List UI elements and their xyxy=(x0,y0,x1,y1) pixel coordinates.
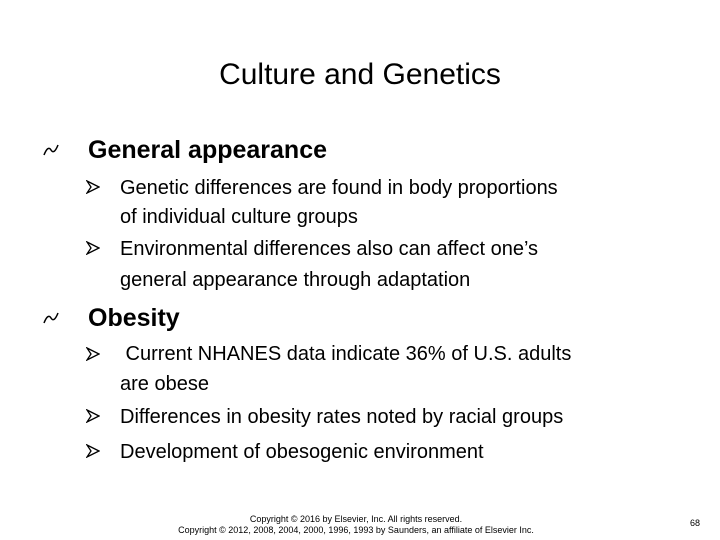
section-bullet xyxy=(43,312,59,324)
bullet-line: of individual culture groups xyxy=(120,206,358,228)
arrow-bullet xyxy=(86,241,100,255)
arrow-bullet xyxy=(86,347,100,361)
bullet-line: Differences in obesity rates noted by ra… xyxy=(120,406,564,428)
arrow-bullet xyxy=(86,180,100,194)
arrow-bullet xyxy=(86,409,100,423)
page-number: 68 xyxy=(690,518,701,528)
bullet-line: Genetic differences are found in body pr… xyxy=(120,177,558,199)
slide-title: Culture and Genetics xyxy=(219,58,501,91)
bullet-line: Development of obesogenic environment xyxy=(120,441,484,463)
bullet-line: Environmental differences also can affec… xyxy=(120,238,539,260)
footer-line: Copyright © 2012, 2008, 2004, 2000, 1996… xyxy=(178,525,534,535)
section-heading: Obesity xyxy=(88,304,180,332)
footer-line: Copyright © 2016 by Elsevier, Inc. All r… xyxy=(249,514,463,524)
arrow-bullet xyxy=(86,444,100,458)
bullet-line: Current NHANES data indicate 36% of U.S.… xyxy=(120,343,572,365)
section-bullet xyxy=(43,144,59,156)
bullet-line: general appearance through adaptation xyxy=(120,269,471,291)
section-heading: General appearance xyxy=(88,136,328,164)
bullet-line: are obese xyxy=(120,373,209,395)
